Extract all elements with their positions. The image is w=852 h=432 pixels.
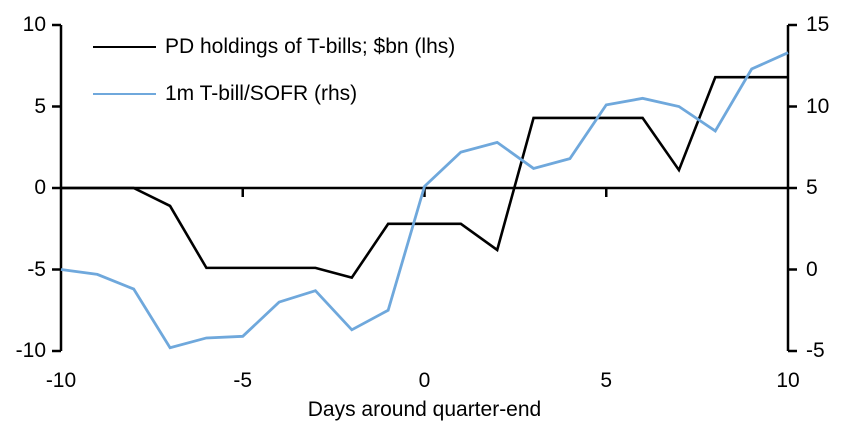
y-axis-left-tick-label: -5 (27, 257, 46, 281)
legend-item-pd-holdings-label: PD holdings of T-bills; $bn (lhs) (165, 35, 456, 58)
legend: PD holdings of T-bills; $bn (lhs) 1m T-b… (93, 36, 455, 105)
y-axis-right-tick-label: 5 (806, 176, 818, 199)
pd-holdings-line-swatch-icon (93, 46, 156, 48)
y-axis-right-tick-label: 10 (806, 94, 830, 118)
x-axis-tick-label: -5 (233, 369, 253, 392)
y-axis-right-tick-label: 15 (806, 13, 830, 36)
legend-item-tbill-sofr-label: 1m T-bill/SOFR (rhs) (165, 82, 358, 105)
y-axis-right-tick-label: -5 (806, 339, 825, 362)
tbill-sofr-line (60, 51, 789, 350)
y-axis-left-tick-label: 10 (22, 13, 46, 36)
pd-holdings-line (61, 75, 788, 280)
legend-item-pd-holdings: PD holdings of T-bills; $bn (lhs) (93, 36, 455, 58)
tbill-sofr-line-swatch-icon (93, 93, 156, 95)
x-axis-title: Days around quarter-end (307, 398, 542, 421)
x-axis-tick-label: -10 (45, 369, 77, 392)
y-axis-left-tick-label: 5 (34, 94, 46, 118)
y-axis-left-tick-label: 0 (34, 176, 46, 199)
y-axis-left-tick-label: -10 (15, 339, 46, 362)
x-axis-tick-label: 10 (776, 369, 800, 392)
x-axis-tick-label: 5 (600, 369, 613, 392)
legend-item-tbill-sofr: 1m T-bill/SOFR (rhs) (93, 83, 455, 105)
x-axis-tick-label: 0 (418, 369, 431, 392)
y-axis-right-tick-label: 0 (806, 257, 818, 281)
